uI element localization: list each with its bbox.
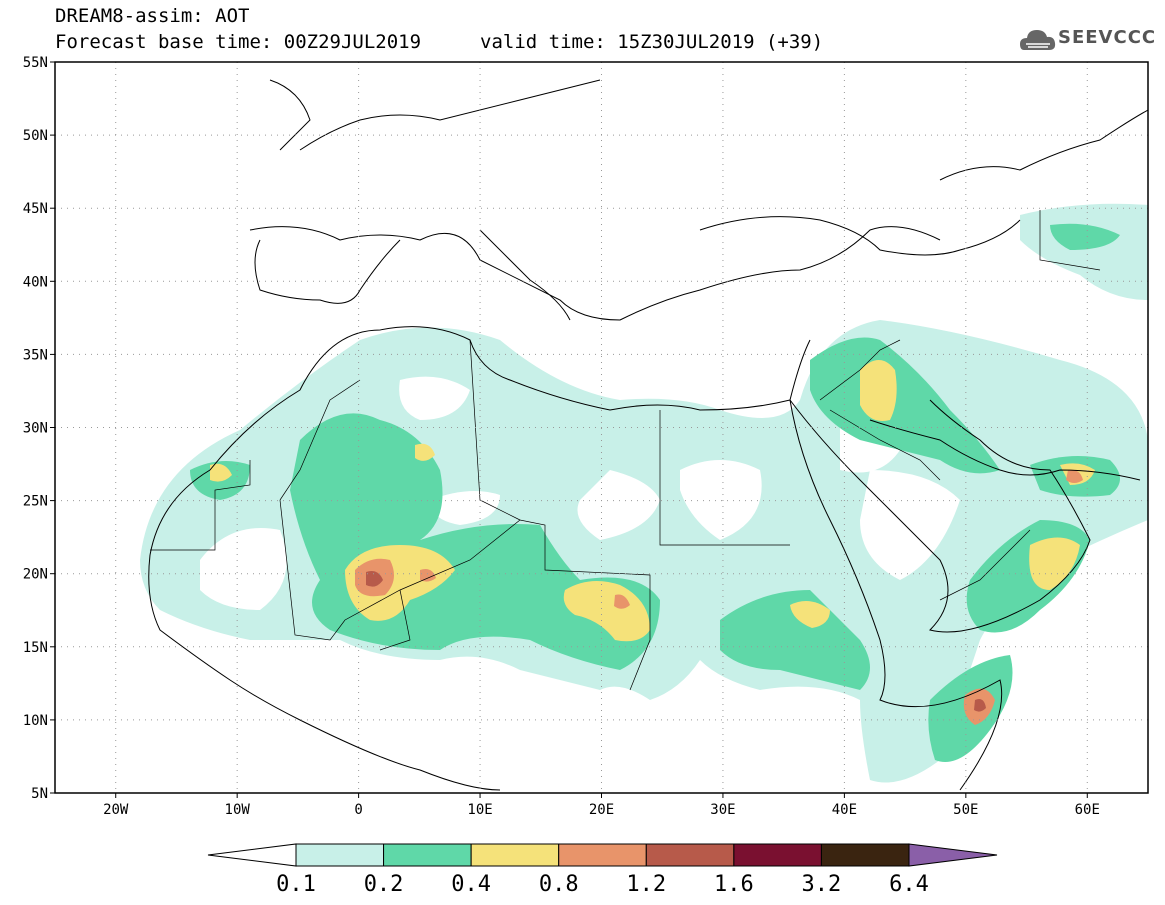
lat-label: 25N — [23, 494, 48, 510]
lat-label: 10N — [23, 713, 48, 729]
colorbar-segment — [295, 843, 385, 867]
lon-label: 10W — [225, 802, 251, 818]
lon-label: 60E — [1075, 802, 1100, 818]
forecast-base-time: Forecast base time: 00Z29JUL2019 — [55, 31, 422, 53]
colorbar-segment — [820, 843, 910, 867]
lat-label: 15N — [23, 640, 48, 656]
lon-label: 40E — [832, 802, 857, 818]
colorbar-label: 0.2 — [364, 872, 404, 897]
aot-clear — [200, 376, 960, 610]
latitude-axis: 55N 50N 45N 40N 35N 30N 25N 20N 15N 10N 5N — [23, 55, 55, 802]
lon-label: 10E — [467, 802, 492, 818]
colorbar-label: 0.4 — [451, 872, 491, 897]
lon-label: 20W — [103, 802, 129, 818]
map-title: DREAM8-assim: AOT — [55, 5, 250, 27]
lat-label: 20N — [23, 567, 48, 583]
lat-label: 50N — [23, 128, 48, 144]
cloud-logo-icon — [1020, 30, 1056, 50]
colorbar-segment — [908, 843, 998, 867]
lat-label: 45N — [23, 201, 48, 217]
colorbar-segment — [383, 843, 472, 867]
lat-label: 35N — [23, 347, 48, 363]
colorbar-segment — [558, 843, 647, 867]
colorbar-segment — [645, 843, 735, 867]
coastlines — [148, 79, 1148, 791]
colorbar-label: 6.4 — [889, 872, 929, 897]
lon-label: 50E — [953, 802, 978, 818]
lat-label: 55N — [23, 55, 48, 71]
lat-label: 30N — [23, 421, 48, 437]
colorbar-label: 0.1 — [276, 872, 316, 897]
colorbar-segment — [733, 843, 822, 867]
colorbar-segment — [470, 843, 560, 867]
longitude-axis: 20W 10W 0 10E 20E 30E 40E 50E 60E — [103, 793, 1100, 818]
lat-label: 5N — [31, 786, 48, 802]
logo-text: SEEVCCC — [1058, 27, 1157, 48]
colorbar-label: 0.8 — [539, 872, 579, 897]
colorbar: 0.1 0.2 0.4 0.8 1.2 1.6 3.2 6.4 — [207, 843, 998, 897]
colorbar-label: 1.6 — [714, 872, 754, 897]
lat-label: 40N — [23, 274, 48, 290]
colorbar-label: 1.2 — [626, 872, 666, 897]
aot-field — [140, 203, 1148, 783]
lon-label: 0 — [354, 802, 362, 818]
aot-level-1.2 — [366, 571, 986, 712]
country-borders — [150, 210, 1101, 691]
colorbar-label: 3.2 — [802, 872, 842, 897]
valid-time: valid time: 15Z30JUL2019 (+39) — [480, 31, 824, 53]
gridlines — [55, 62, 1148, 793]
lon-label: 20E — [589, 802, 614, 818]
colorbar-segment — [207, 843, 297, 867]
lon-label: 30E — [710, 802, 735, 818]
